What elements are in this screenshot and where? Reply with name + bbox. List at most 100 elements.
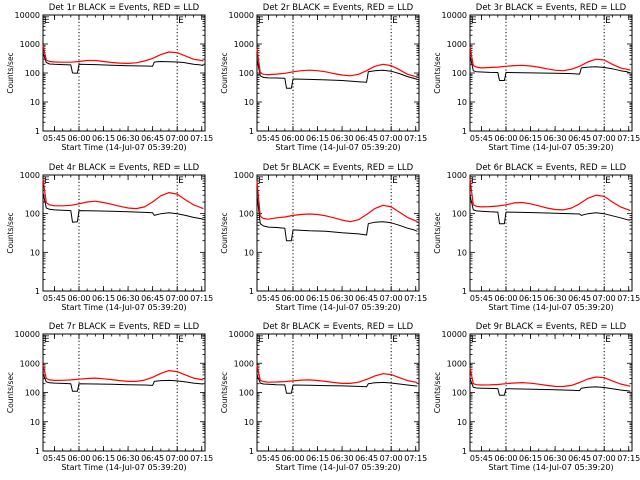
x-tick-label: 06:45 xyxy=(355,454,378,463)
chart-panel-7: Det 7r BLACK = Events, RED = LLD 1 10 100 10… xyxy=(6,322,213,472)
x-tick-label: 05:45 xyxy=(470,454,493,463)
y-tick-label: 10000 xyxy=(15,11,40,20)
x-tick-label: 05:45 xyxy=(257,454,280,463)
y-tick-label: 100 xyxy=(25,210,40,219)
y-tick-label: 10 xyxy=(30,248,40,257)
y-tick-label: 1 xyxy=(462,287,467,296)
plot-frame xyxy=(256,333,420,452)
plot-frame xyxy=(256,174,420,292)
x-tick-label: 06:15 xyxy=(519,294,542,303)
y-tick-label: 1 xyxy=(35,127,40,136)
x-tick-label: 06:30 xyxy=(544,134,567,143)
chart-panel-3: Det 3r BLACK = Events, RED = LLD 1 10 100 10… xyxy=(433,3,640,152)
y-tick-label: 100 xyxy=(452,69,467,78)
chart-title: Det 3r BLACK = Events, RED = LLD xyxy=(476,3,627,13)
x-tick-label: 06:45 xyxy=(568,134,591,143)
y-tick-label: 10000 xyxy=(229,11,254,20)
x-tick-label: 07:00 xyxy=(593,454,616,463)
x-tick-label: 05:45 xyxy=(43,294,66,303)
y-tick-label: 1 xyxy=(249,447,254,456)
y-tick-label: 1000 xyxy=(20,171,40,180)
chart-title: Det 1r BLACK = Events, RED = LLD xyxy=(49,3,200,13)
y-tick-label: 1 xyxy=(249,287,254,296)
x-tick-label: 06:00 xyxy=(67,134,90,143)
series-line-events xyxy=(469,378,631,396)
x-tick-label: 05:45 xyxy=(470,294,493,303)
marker-flag: E xyxy=(178,335,184,345)
series-line-events xyxy=(256,374,418,394)
y-axis-title: Counts/sec xyxy=(6,52,15,93)
marker-flag: E xyxy=(44,16,50,26)
y-axis-title: Counts/sec xyxy=(220,52,229,93)
x-tick-label: 07:15 xyxy=(190,134,213,143)
series-line-lld xyxy=(469,178,631,212)
y-tick-label: 1000 xyxy=(447,359,467,368)
x-axis-title: Start Time (14-Jul-07 05:39:20) xyxy=(61,143,186,152)
y-axis-title: Counts/sec xyxy=(220,372,229,413)
x-tick-label: 07:00 xyxy=(593,134,616,143)
marker-flag: E xyxy=(471,176,477,186)
y-tick-label: 1 xyxy=(249,127,254,136)
y-axis-title: Counts/sec xyxy=(6,372,15,413)
y-tick-label: 1000 xyxy=(20,40,40,49)
x-tick-label: 06:00 xyxy=(494,134,517,143)
x-tick-label: 07:15 xyxy=(404,294,427,303)
marker-flag: E xyxy=(392,335,398,345)
y-axis-title: Counts/sec xyxy=(433,372,442,413)
y-tick-label: 10 xyxy=(30,98,40,107)
x-tick-label: 06:00 xyxy=(281,454,304,463)
chart-title: Det 6r BLACK = Events, RED = LLD xyxy=(476,163,627,173)
plot-frame xyxy=(42,174,206,292)
y-tick-label: 10 xyxy=(30,418,40,427)
y-tick-label: 10 xyxy=(457,248,467,257)
x-tick-label: 07:15 xyxy=(190,454,213,463)
y-tick-label: 100 xyxy=(452,389,467,398)
x-axis-title: Start Time (14-Jul-07 05:39:20) xyxy=(61,463,186,472)
y-tick-label: 10000 xyxy=(15,330,40,339)
x-tick-label: 07:15 xyxy=(404,454,427,463)
y-axis-title: Counts/sec xyxy=(433,52,442,93)
y-tick-label: 1 xyxy=(35,287,40,296)
x-tick-label: 06:00 xyxy=(67,294,90,303)
y-axis-title: Counts/sec xyxy=(433,212,442,253)
y-tick-label: 1000 xyxy=(447,40,467,49)
series-line-lld xyxy=(42,178,204,210)
chart-title: Det 4r BLACK = Events, RED = LLD xyxy=(49,163,200,173)
series-line-events xyxy=(469,195,631,225)
y-tick-label: 10000 xyxy=(229,330,254,339)
x-axis-title: Start Time (14-Jul-07 05:39:20) xyxy=(488,303,613,312)
series-line-events xyxy=(42,373,204,392)
chart-title: Det 7r BLACK = Events, RED = LLD xyxy=(49,322,200,332)
x-tick-label: 07:00 xyxy=(380,134,403,143)
series-line-lld xyxy=(469,46,631,72)
x-tick-label: 07:00 xyxy=(166,134,189,143)
x-axis-title: Start Time (14-Jul-07 05:39:20) xyxy=(488,143,613,152)
y-tick-label: 1000 xyxy=(20,359,40,368)
y-tick-label: 10 xyxy=(457,418,467,427)
y-tick-label: 10 xyxy=(244,418,254,427)
x-tick-label: 05:45 xyxy=(257,134,280,143)
x-tick-label: 06:15 xyxy=(306,294,329,303)
x-tick-label: 07:15 xyxy=(617,294,640,303)
x-tick-label: 06:30 xyxy=(331,134,354,143)
marker-flag: E xyxy=(605,16,611,26)
y-tick-label: 10000 xyxy=(442,11,467,20)
x-tick-label: 06:15 xyxy=(306,134,329,143)
x-tick-label: 06:00 xyxy=(67,454,90,463)
y-tick-label: 1 xyxy=(35,447,40,456)
series-line-events xyxy=(256,59,418,89)
y-tick-label: 10000 xyxy=(442,330,467,339)
x-tick-label: 07:15 xyxy=(617,134,640,143)
marker-flag: E xyxy=(258,176,264,186)
marker-flag: E xyxy=(44,176,50,186)
marker-flag: E xyxy=(44,335,50,345)
x-tick-label: 06:45 xyxy=(355,294,378,303)
x-tick-label: 06:30 xyxy=(117,454,140,463)
x-tick-label: 06:45 xyxy=(355,134,378,143)
chart-title: Det 5r BLACK = Events, RED = LLD xyxy=(263,163,414,173)
x-axis-title: Start Time (14-Jul-07 05:39:20) xyxy=(488,463,613,472)
x-tick-label: 06:45 xyxy=(568,454,591,463)
chart-panel-5: Det 5r BLACK = Events, RED = LLD 1 10 100 10… xyxy=(220,163,427,312)
marker-flag: E xyxy=(471,335,477,345)
